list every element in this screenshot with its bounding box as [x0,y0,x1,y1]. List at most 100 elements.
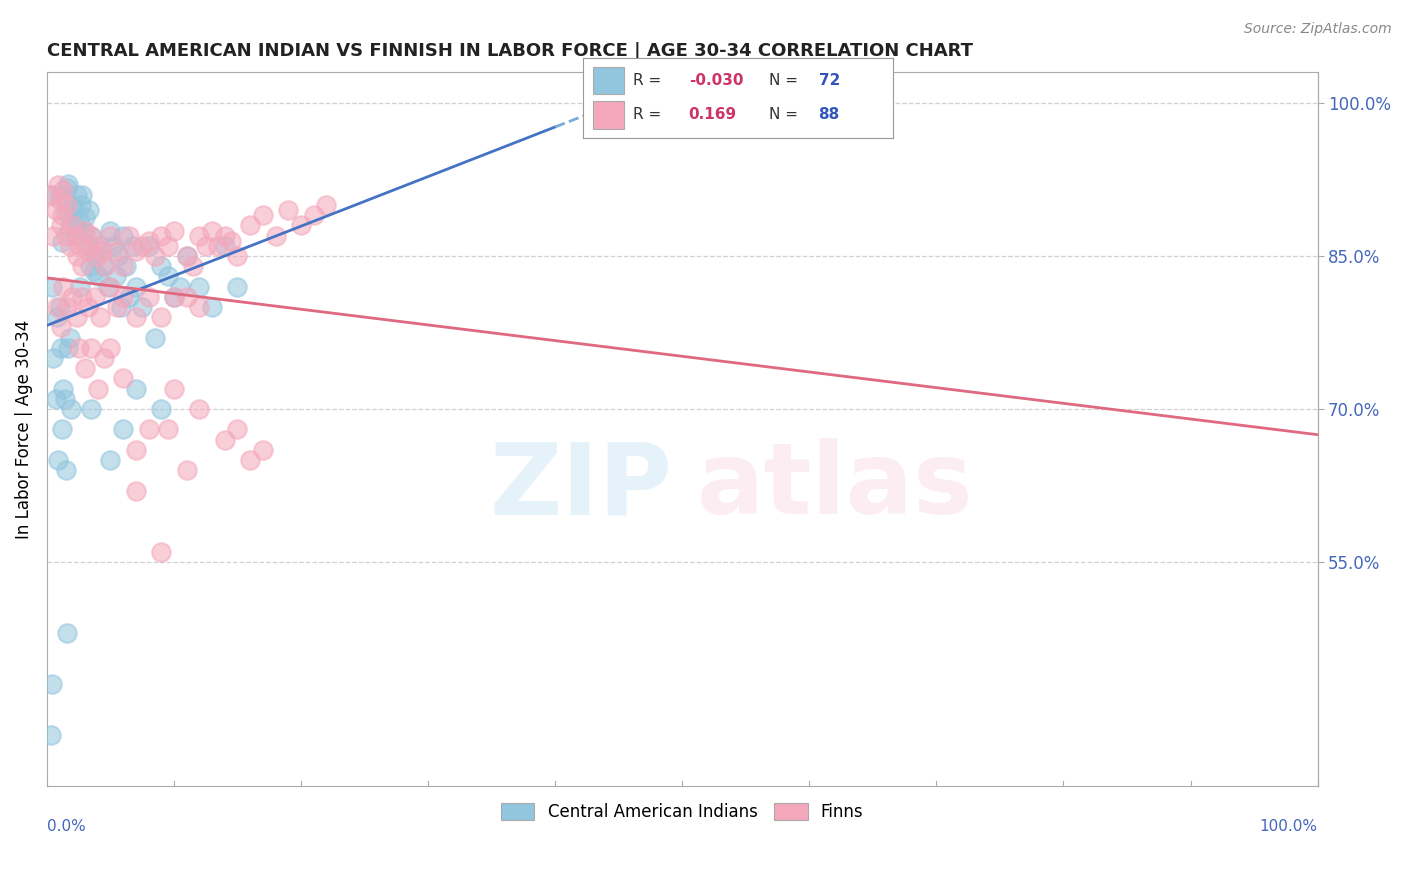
Point [76,244,98,258]
Point [52,279,75,293]
Point [112,290,135,304]
Point [214,239,236,253]
Point [100,223,122,237]
Text: -0.030: -0.030 [689,73,744,88]
Point [125,442,148,457]
Y-axis label: In Labor Force | Age 30-34: In Labor Force | Age 30-34 [15,320,32,539]
Point [48,189,70,203]
Point [72,259,94,273]
Point [188,279,211,293]
Text: ZIP: ZIP [489,438,672,535]
Point [101,239,124,253]
Point [100,341,122,355]
Text: atlas: atlas [696,438,973,535]
Point [138,422,160,436]
Point [55,205,77,219]
Point [93,351,115,365]
Point [252,208,274,222]
Point [104,269,127,284]
Point [90,244,112,258]
Point [114,259,136,273]
Legend: Central American Indians, Finns: Central American Indians, Finns [495,797,870,828]
Point [219,234,242,248]
Point [264,228,287,243]
Point [73,223,96,237]
Point [80,341,103,355]
Point [41,279,63,293]
Text: 88: 88 [818,107,839,122]
Point [56,180,79,194]
Point [86,382,108,396]
Point [86,249,108,263]
Point [315,198,337,212]
Point [73,223,96,237]
Point [55,228,77,243]
Point [59,220,82,235]
Point [76,239,98,253]
Point [56,198,79,212]
Point [112,422,135,436]
Point [93,259,115,273]
Point [89,310,111,325]
Point [239,453,262,467]
Point [214,228,236,243]
Point [79,259,101,273]
Point [150,259,173,273]
Point [100,453,122,467]
Point [56,300,79,314]
Point [60,290,83,304]
Point [302,208,325,222]
Point [239,219,262,233]
Point [277,203,299,218]
Point [163,290,186,304]
Point [42,228,65,243]
Point [107,249,129,263]
Point [84,290,107,304]
Text: R =: R = [633,107,666,122]
Point [80,402,103,417]
Point [83,264,105,278]
Point [59,331,82,345]
Text: 0.0%: 0.0% [46,819,86,834]
Point [125,382,148,396]
Point [51,208,73,222]
Point [112,259,135,273]
Point [188,228,211,243]
Point [55,463,77,477]
Point [80,228,103,243]
Point [125,483,148,498]
Point [56,626,79,640]
Point [62,203,84,218]
Point [60,198,83,212]
Point [163,382,186,396]
Bar [593,67,624,95]
Point [80,228,103,243]
Point [65,228,87,243]
Point [49,320,72,334]
Point [70,198,93,212]
Point [131,300,153,314]
Point [69,279,91,293]
Point [86,269,108,284]
Point [150,402,173,417]
Point [73,361,96,376]
Point [176,463,198,477]
Text: R =: R = [633,73,666,88]
Point [105,244,128,258]
Point [42,351,65,365]
Point [45,203,67,218]
Point [77,203,100,218]
Point [188,402,211,417]
Point [125,310,148,325]
Point [46,310,69,325]
Point [67,341,90,355]
Point [53,392,76,406]
Point [49,219,72,233]
Point [94,259,117,273]
Point [207,239,229,253]
Point [143,331,166,345]
Point [72,187,94,202]
Point [76,300,98,314]
Text: N =: N = [769,73,803,88]
Point [66,187,89,202]
